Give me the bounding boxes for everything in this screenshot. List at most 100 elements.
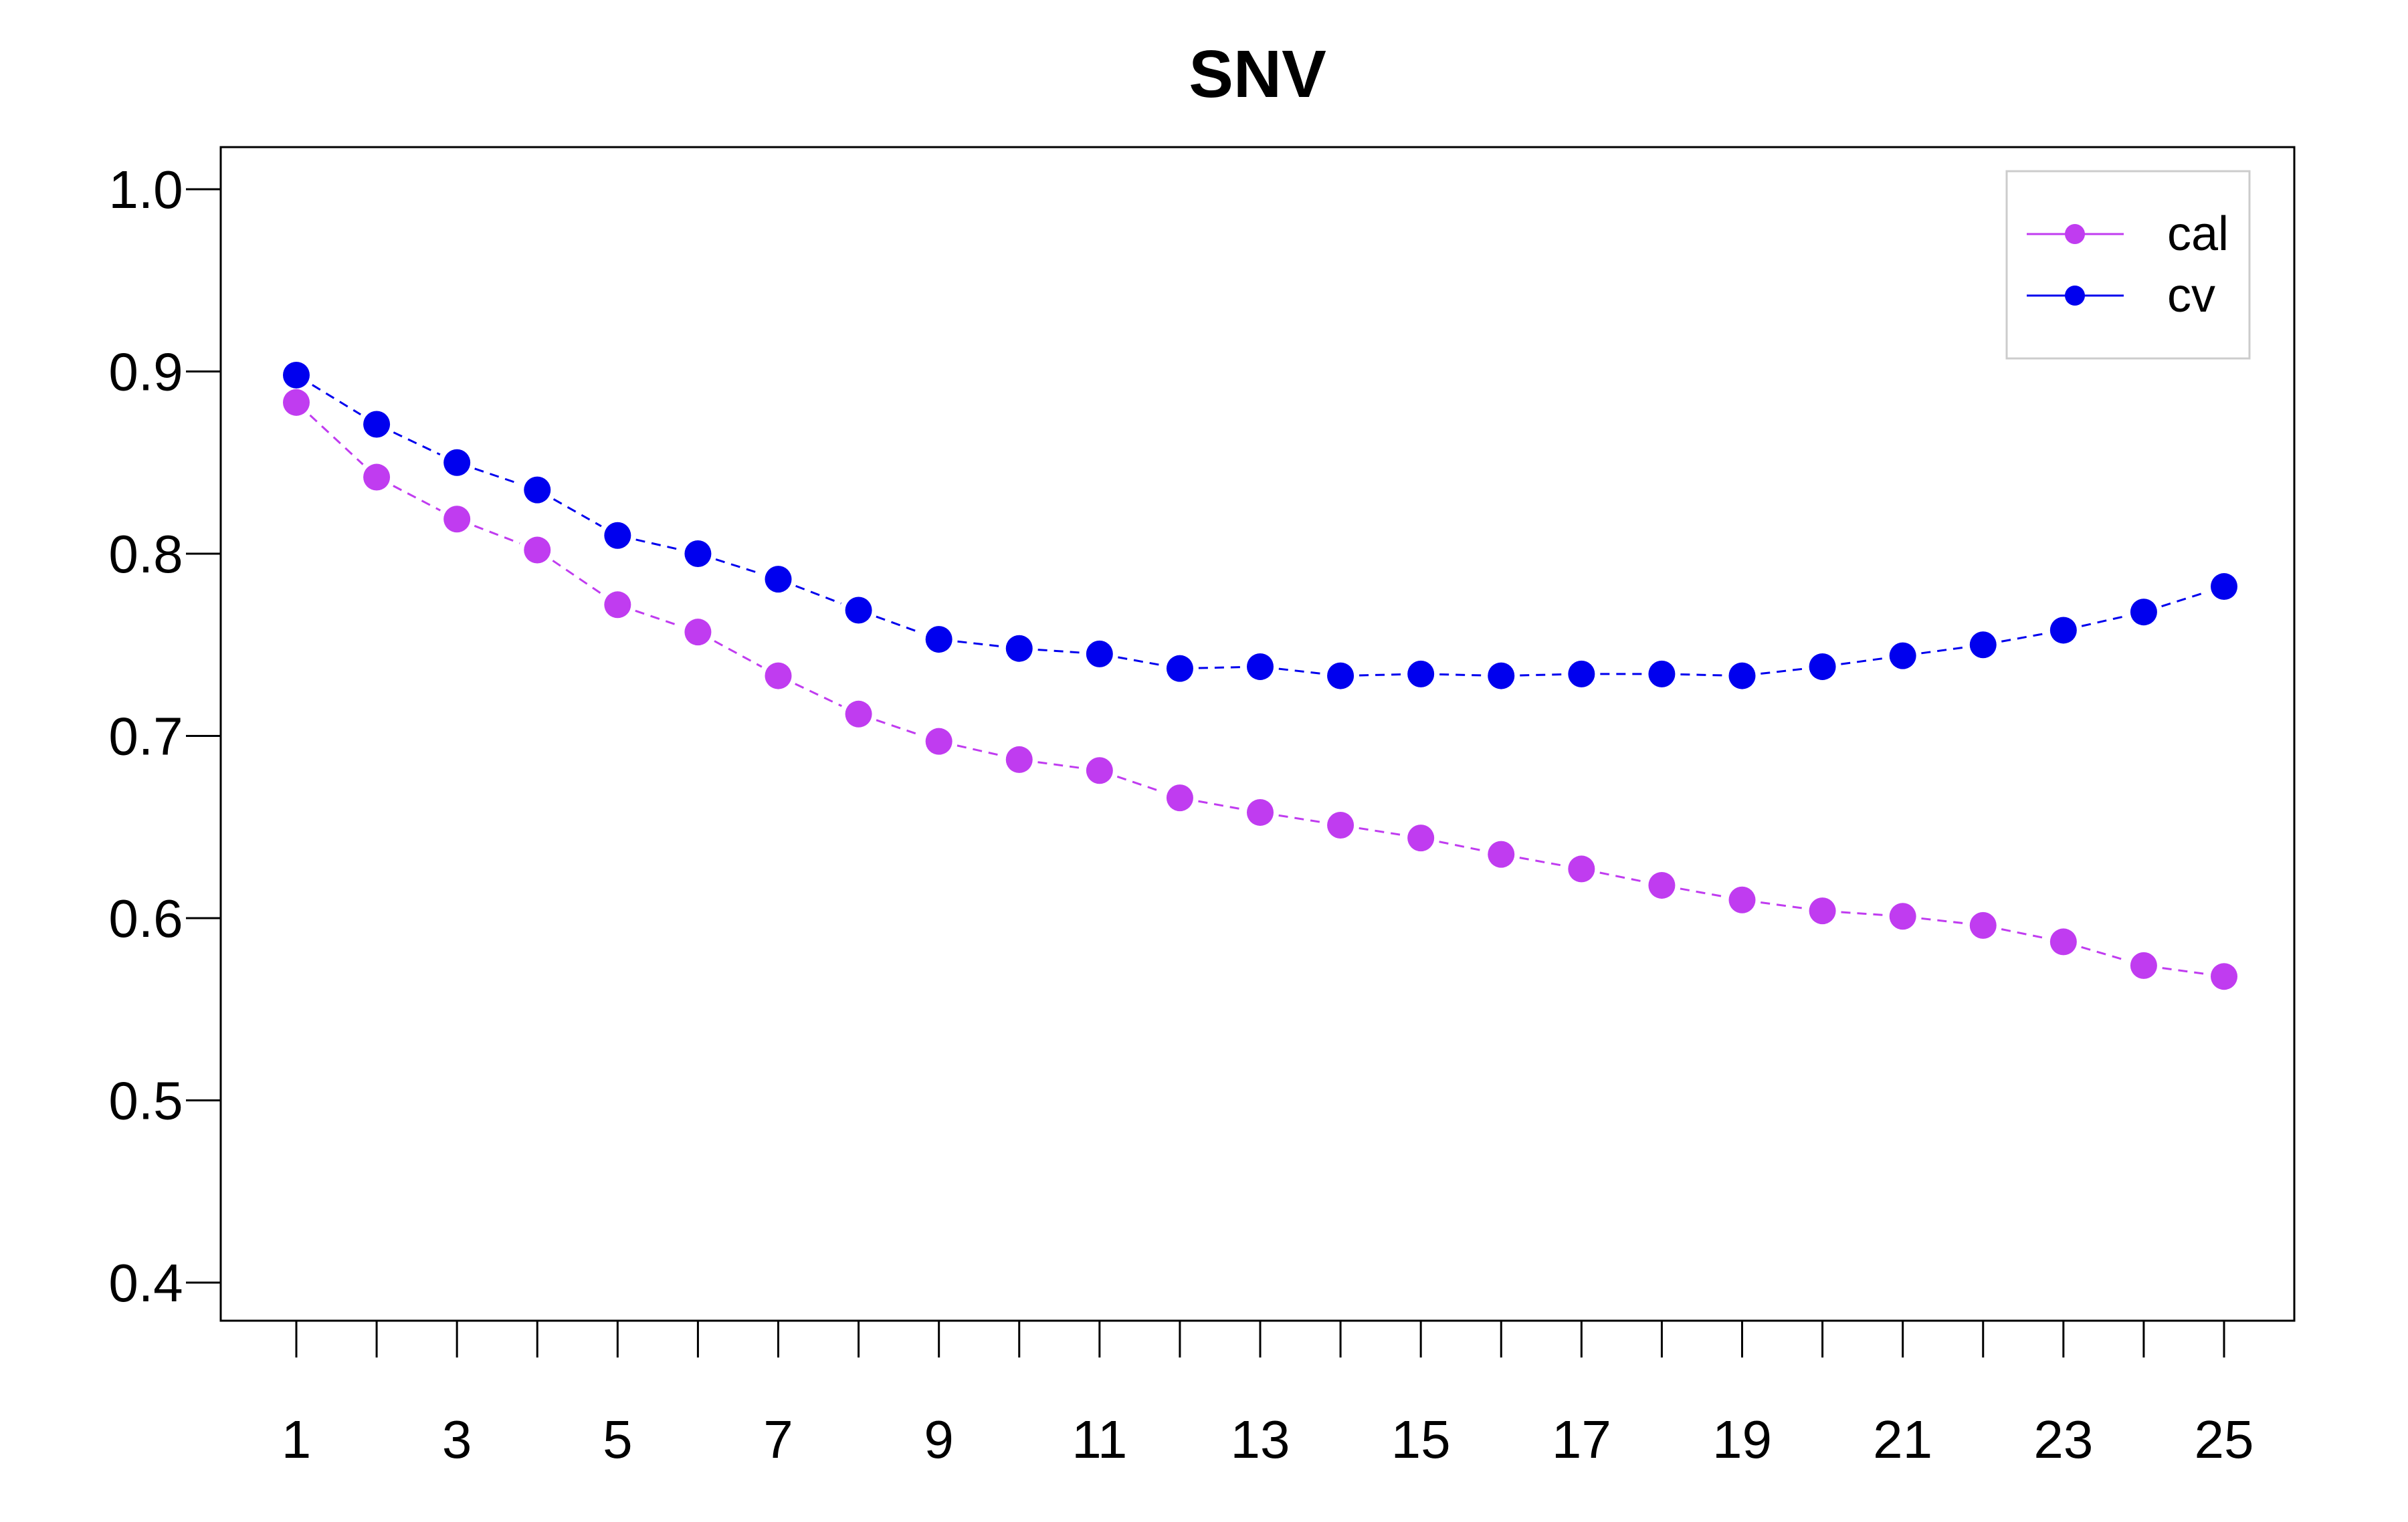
x-tick-label: 17 (1552, 1410, 1611, 1469)
series-cv-point (845, 596, 872, 624)
series-cv-segment (553, 498, 602, 528)
series-cv-segment (635, 538, 680, 551)
series-cv-point (1005, 635, 1033, 662)
series-cv-segment (2161, 591, 2207, 608)
series-cv-point (1728, 662, 1756, 689)
series-cal-point (363, 463, 391, 491)
series-cv-point (1166, 655, 1193, 682)
series-cv-point (443, 449, 471, 476)
series-cal-point (443, 506, 471, 533)
series-cal-point (524, 536, 551, 564)
series-cal-segment (1841, 911, 1884, 916)
y-tick-label: 1.0 (108, 160, 183, 219)
series-cal-point (684, 619, 712, 646)
x-tick-label: 13 (1231, 1410, 1290, 1469)
series-cal-segment (635, 609, 681, 627)
series-cal (283, 389, 2237, 990)
series-cal-point (1327, 812, 1354, 839)
series-cv-point (684, 540, 712, 567)
series-cal-segment (1680, 887, 1724, 898)
series-cal-segment (795, 683, 842, 708)
series-cal-point (1568, 855, 1595, 883)
series-cal-point (2130, 952, 2157, 979)
series-cal-segment (309, 414, 364, 465)
series-cv-point (925, 626, 952, 653)
legend-label-cv: cv (2167, 269, 2215, 322)
series-cal-point (925, 728, 952, 755)
series-cal-segment (2081, 946, 2126, 962)
y-tick-label: 0.7 (108, 707, 183, 766)
series-cal-point (2049, 928, 2077, 956)
series-cv-segment (1921, 646, 1965, 655)
series-cal-point (2211, 963, 2237, 990)
legend: cal cv (2005, 170, 2251, 360)
series-cv-point (1648, 660, 1676, 687)
y-tick-label: 0.4 (108, 1253, 183, 1313)
series-cv-segment (393, 431, 441, 456)
series-cv-segment (1841, 657, 1885, 665)
series-cal-point (1166, 784, 1193, 812)
series-cv-point (2211, 573, 2237, 601)
series-cv-segment (715, 558, 761, 575)
legend-marker-cal (2065, 224, 2085, 244)
series-cal-point (765, 662, 792, 689)
series-cv-point (1086, 640, 1113, 667)
series-cal-segment (1439, 841, 1484, 852)
series-cal-segment (474, 524, 520, 544)
series-cal-segment (957, 744, 1001, 757)
series-cal-point (1648, 871, 1676, 899)
series-cv-point (1247, 653, 1274, 680)
series-cv-point (2049, 617, 2077, 644)
series-cv-segment (1761, 667, 1804, 675)
series-cal-segment (1198, 800, 1242, 810)
y-tick-label: 0.6 (108, 889, 183, 948)
x-tick-label: 1 (282, 1410, 312, 1469)
series-cal-point (1086, 757, 1113, 784)
x-tick-label: 25 (2195, 1410, 2254, 1469)
x-tick-label: 5 (603, 1410, 633, 1469)
series-cal-segment (876, 719, 922, 737)
series-cal-point (1407, 825, 1435, 852)
series-cal-point (1488, 841, 1515, 868)
series-cal-segment (2001, 928, 2045, 940)
legend-label-cal: cal (2167, 207, 2229, 261)
series-cv-point (1809, 653, 1836, 680)
series-cal-segment (1519, 857, 1564, 867)
series-cal-segment (2162, 967, 2206, 975)
series-cal-segment (552, 560, 603, 595)
series-cv-segment (957, 640, 1001, 648)
x-tick-label: 7 (763, 1410, 793, 1469)
series-cal-segment (1761, 901, 1805, 909)
series-cv-segment (1198, 666, 1242, 669)
series-cv-point (524, 476, 551, 504)
series-cv-point (363, 411, 391, 438)
series-cal-segment (1278, 814, 1322, 824)
series-cal-segment (1921, 917, 1965, 925)
series-cv-segment (1680, 673, 1724, 677)
chart-title: SNV (1189, 37, 1326, 112)
series-cal-segment (1116, 775, 1163, 793)
series-cal-segment (1599, 871, 1644, 883)
series-cal-point (1969, 911, 1997, 939)
series-cv-segment (2001, 632, 2045, 643)
legend-marker-cv (2065, 286, 2085, 306)
series-cv-segment (1278, 667, 1322, 675)
series-cv-point (2130, 599, 2157, 626)
series-cv-point (1568, 660, 1595, 687)
series-cv-segment (795, 584, 841, 605)
series-layer (283, 361, 2237, 990)
x-tick-label: 23 (2033, 1410, 2093, 1469)
series-cv-segment (1439, 673, 1483, 677)
series-cal-point (1728, 886, 1756, 913)
x-tick-label: 9 (924, 1410, 954, 1469)
series-cv-segment (876, 615, 922, 634)
series-cv-point (1969, 631, 1997, 659)
series-cal-point (1809, 897, 1836, 925)
series-cv (283, 361, 2237, 689)
series-cv-point (765, 566, 792, 593)
series-cv-segment (1520, 673, 1563, 677)
series-cal-segment (714, 640, 763, 668)
series-cv-point (1889, 642, 1916, 669)
series-cal-point (845, 700, 872, 728)
series-cv-segment (1037, 649, 1081, 654)
